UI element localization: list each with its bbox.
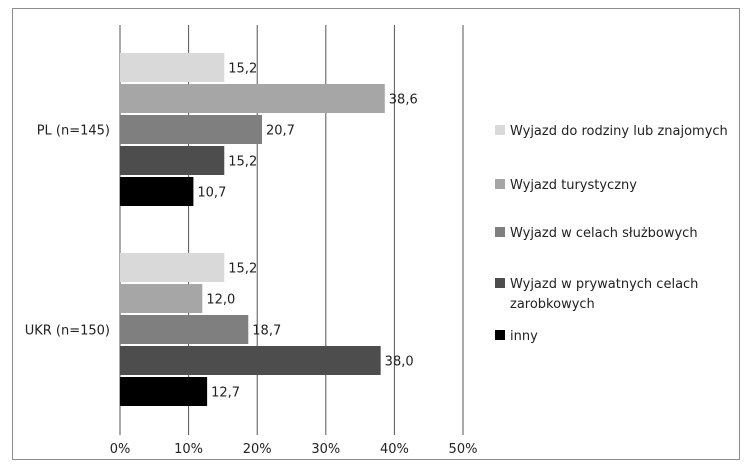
data-label: 20,7 (266, 124, 295, 139)
data-label: 38,0 (385, 355, 414, 370)
x-tick-label: 50% (449, 442, 478, 457)
data-label: 15,2 (228, 262, 257, 277)
data-label: 15,2 (228, 155, 257, 170)
bar (120, 315, 249, 344)
legend-swatch (495, 125, 505, 135)
data-label: 18,7 (252, 324, 281, 339)
data-label: 12,7 (211, 386, 240, 401)
bar (120, 84, 385, 113)
bars (120, 53, 385, 406)
bar (120, 284, 203, 313)
legend-swatch (495, 227, 505, 237)
data-label: 10,7 (197, 186, 226, 201)
bar (120, 377, 208, 406)
legend-label: Wyjazd do rodziny lub znajomych (510, 124, 728, 139)
x-tick-label: 10% (174, 442, 203, 457)
bar (120, 115, 263, 144)
category-label: PL (n=145) (37, 124, 110, 139)
data-labels: 15,2 38,6 20,7 15,2 10,7 15,2 12,0 18,7 38,0 12,7 (197, 62, 417, 401)
bar (120, 146, 225, 175)
legend-swatch (495, 179, 505, 189)
legend-label: inny (510, 329, 538, 344)
data-label: 15,2 (228, 62, 257, 77)
legend-swatch (495, 278, 505, 288)
x-tick-label: 0% (110, 442, 131, 457)
category-labels: PL (n=145) UKR (n=150) (25, 124, 110, 339)
legend-swatch (495, 330, 505, 340)
bar (120, 53, 225, 82)
data-label: 38,6 (389, 93, 418, 108)
x-tick-labels: 0% 10% 20% 30% 40% 50% (110, 442, 478, 457)
bar (120, 177, 194, 206)
chart-frame: 15,2 38,6 20,7 15,2 10,7 15,2 12,0 18,7 38,0 12,7… (12, 8, 740, 460)
data-label: 12,0 (206, 293, 235, 308)
legend-label: Wyjazd w prywatnych celach zarobkowych (510, 277, 698, 312)
legend-label: Wyjazd turystyczny (510, 178, 637, 193)
legend-label: Wyjazd w celach służbowych (510, 226, 698, 241)
x-tick-label: 20% (243, 442, 272, 457)
legend: Wyjazd do rodziny lub znajomych Wyjazd tu… (495, 124, 728, 344)
chart-svg: 15,2 38,6 20,7 15,2 10,7 15,2 12,0 18,7 38,0 12,7… (25, 25, 728, 457)
x-tick-label: 40% (380, 442, 409, 457)
category-label: UKR (n=150) (25, 324, 110, 339)
x-tick-label: 30% (311, 442, 340, 457)
bar (120, 253, 225, 282)
bar (120, 346, 381, 375)
